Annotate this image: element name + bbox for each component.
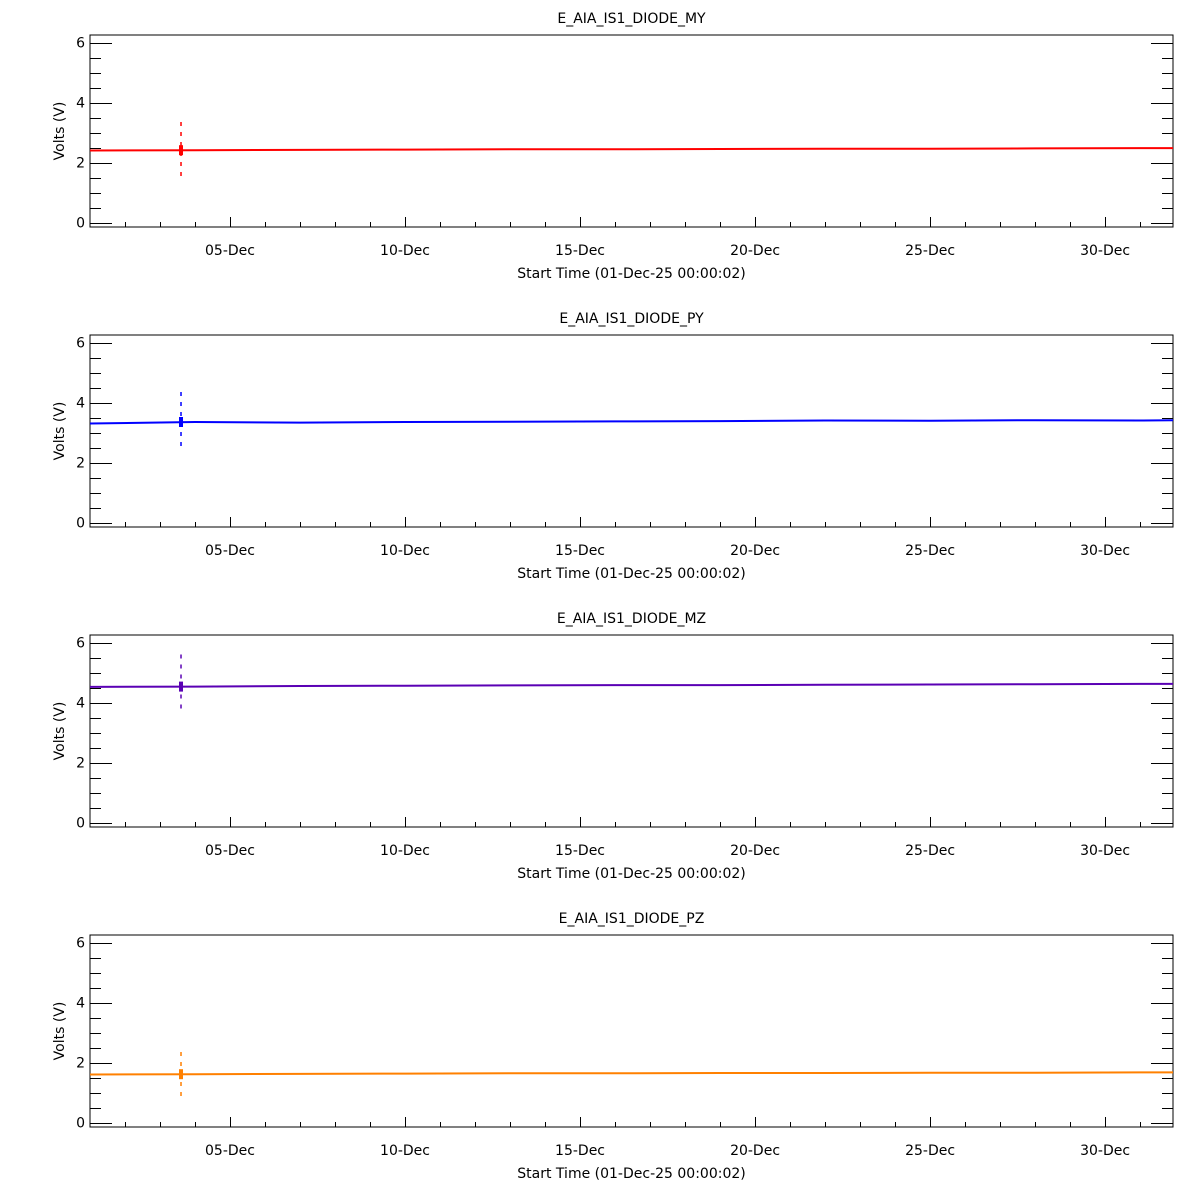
data-spike-cluster xyxy=(179,1069,184,1080)
y-tick-label: 4 xyxy=(76,396,85,412)
plot-frame xyxy=(89,634,1174,828)
chart-title: E_AIA_IS1_DIODE_PZ xyxy=(559,911,705,927)
y-tick-label: 0 xyxy=(76,816,85,832)
y-tick-label: 0 xyxy=(76,216,85,232)
x-tick-label: 20-Dec xyxy=(730,843,780,859)
x-tick-label: 20-Dec xyxy=(730,543,780,559)
x-tick-label: 30-Dec xyxy=(1080,543,1130,559)
x-tick-label: 05-Dec xyxy=(205,543,255,559)
y-axis-label: Volts (V) xyxy=(52,1002,68,1061)
y-tick-label: 4 xyxy=(76,696,85,712)
y-tick-label: 4 xyxy=(76,96,85,112)
x-tick-label: 05-Dec xyxy=(205,843,255,859)
y-axis-label: Volts (V) xyxy=(52,102,68,161)
y-tick-label: 6 xyxy=(76,336,85,352)
x-tick-label: 30-Dec xyxy=(1080,843,1130,859)
x-axis-label: Start Time (01-Dec-25 00:00:02) xyxy=(517,266,745,282)
data-series-line xyxy=(89,682,1173,688)
chart-title: E_AIA_IS1_DIODE_MY xyxy=(557,11,706,27)
chart-panel-e-aia-is1-diode-py: E_AIA_IS1_DIODE_PY 0 2 4 6 05-Dec 10-Dec 15-Dec… xyxy=(52,311,1174,582)
x-tick-label: 25-Dec xyxy=(905,243,955,259)
y-tick-label: 2 xyxy=(76,756,85,772)
plot-frame xyxy=(89,334,1174,528)
chart-title: E_AIA_IS1_DIODE_MZ xyxy=(557,611,706,627)
chart-title: E_AIA_IS1_DIODE_PY xyxy=(559,311,704,327)
data-series-line xyxy=(89,147,1173,152)
data-spike-cluster xyxy=(179,417,184,427)
y-tick-label: 2 xyxy=(76,156,85,172)
x-axis-label: Start Time (01-Dec-25 00:00:02) xyxy=(517,566,745,582)
x-tick-label: 15-Dec xyxy=(555,243,605,259)
y-tick-label: 6 xyxy=(76,636,85,652)
x-tick-label: 10-Dec xyxy=(380,543,430,559)
x-tick-label: 20-Dec xyxy=(730,1143,780,1159)
data-series-line xyxy=(89,1071,1173,1076)
data-spike-cluster xyxy=(179,145,184,156)
y-tick-label: 0 xyxy=(76,1116,85,1132)
x-tick-label: 15-Dec xyxy=(555,843,605,859)
x-tick-label: 25-Dec xyxy=(905,843,955,859)
x-axis-label: Start Time (01-Dec-25 00:00:02) xyxy=(517,1166,745,1182)
plot-frame xyxy=(89,34,1174,228)
plot-frame xyxy=(89,934,1174,1128)
x-tick-label: 05-Dec xyxy=(205,1143,255,1159)
x-tick-label: 10-Dec xyxy=(380,243,430,259)
x-tick-label: 05-Dec xyxy=(205,243,255,259)
y-tick-label: 6 xyxy=(76,936,85,952)
x-tick-label: 15-Dec xyxy=(555,1143,605,1159)
y-tick-label: 2 xyxy=(76,456,85,472)
x-tick-label: 25-Dec xyxy=(905,1143,955,1159)
y-axis-label: Volts (V) xyxy=(52,402,68,461)
y-tick-label: 2 xyxy=(76,1056,85,1072)
chart-panel-e-aia-is1-diode-mz: E_AIA_IS1_DIODE_MZ 0 2 4 6 05-Dec 10-Dec 15-Dec… xyxy=(52,611,1174,882)
x-tick-label: 20-Dec xyxy=(730,243,780,259)
x-tick-label: 10-Dec xyxy=(380,843,430,859)
chart-panel-e-aia-is1-diode-pz: E_AIA_IS1_DIODE_PZ 0 2 4 6 05-Dec 10-Dec 15-Dec… xyxy=(52,911,1174,1182)
y-axis-label: Volts (V) xyxy=(52,702,68,761)
chart-panel-e-aia-is1-diode-my: E_AIA_IS1_DIODE_MY 0 2 4 6 05-Dec 10-Dec 15-Dec… xyxy=(52,11,1174,282)
x-tick-label: 30-Dec xyxy=(1080,1143,1130,1159)
x-axis-label: Start Time (01-Dec-25 00:00:02) xyxy=(517,866,745,882)
x-tick-label: 25-Dec xyxy=(905,543,955,559)
x-tick-label: 15-Dec xyxy=(555,543,605,559)
data-spike-cluster xyxy=(179,681,184,692)
y-tick-label: 6 xyxy=(76,36,85,52)
y-tick-label: 0 xyxy=(76,516,85,532)
x-tick-label: 10-Dec xyxy=(380,1143,430,1159)
data-series-line xyxy=(89,419,1174,425)
y-tick-label: 4 xyxy=(76,996,85,1012)
x-tick-label: 30-Dec xyxy=(1080,243,1130,259)
